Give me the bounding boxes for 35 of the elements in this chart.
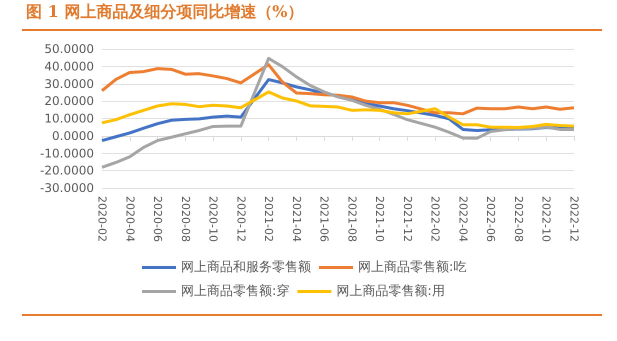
chart-title: 图 1 网上商品及细分项同比增速（%） — [26, 2, 304, 23]
x-tick-label: 2020-12 — [234, 196, 248, 242]
x-tick-label: 2020-10 — [206, 196, 220, 242]
x-tick-label: 2020-02 — [96, 196, 108, 242]
y-tick-label: 40.0000 — [44, 59, 94, 74]
x-tick-label: 2021-06 — [318, 196, 331, 242]
legend-label: 网上商品零售额:用 — [336, 284, 445, 299]
x-tick-label: 2020-08 — [178, 196, 192, 242]
y-tick-label: 10.0000 — [44, 112, 94, 126]
y-tick-label: -20.0000 — [40, 164, 94, 178]
x-tick-label: 2022-12 — [568, 196, 580, 242]
y-tick-label: -10.0000 — [40, 146, 94, 160]
y-tick-label: 30.0000 — [44, 76, 94, 91]
line-series — [100, 90, 576, 130]
y-tick-label: 50.0000 — [44, 42, 94, 56]
x-tick-label: 2020-04 — [123, 196, 136, 242]
x-tick-label: 2021-08 — [345, 196, 358, 242]
line-series — [100, 63, 576, 116]
x-tick-label: 2022-08 — [512, 196, 525, 242]
y-tick-label: 20.0000 — [44, 94, 94, 108]
x-tick-label: 2020-06 — [151, 196, 164, 242]
x-tick-label: 2021-02 — [262, 196, 276, 242]
y-tick-label: -30.0000 — [40, 181, 94, 195]
x-tick-label: 2021-10 — [373, 196, 386, 242]
x-tick-label: 2022-04 — [456, 196, 470, 242]
legend-label: 网上商品和服务零售额 — [181, 260, 311, 275]
x-tick-label: 2021-12 — [400, 196, 414, 242]
y-tick-label: 0.0000 — [52, 128, 94, 143]
x-tick-label: 2021-04 — [290, 196, 303, 242]
line-series — [100, 56, 576, 169]
legend-label: 网上商品零售额:穿 — [181, 284, 290, 299]
x-tick-label: 2022-06 — [484, 196, 498, 242]
x-tick-label: 2022-10 — [540, 196, 553, 242]
x-tick-label: 2022-02 — [428, 196, 442, 242]
legend-label: 网上商品零售额:吃 — [358, 260, 466, 275]
